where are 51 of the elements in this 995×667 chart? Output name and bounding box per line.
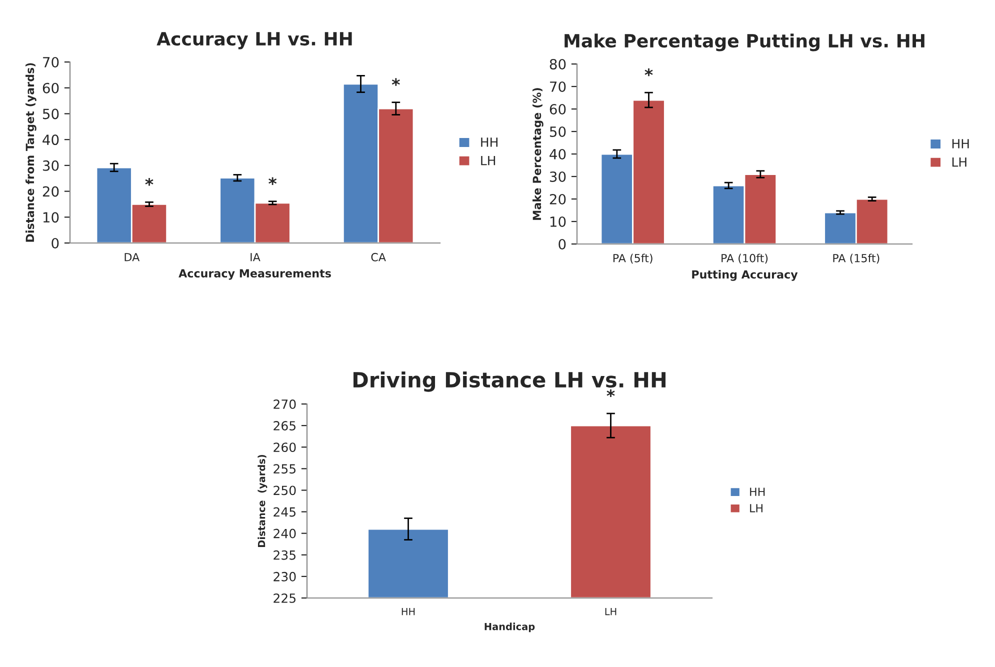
x-tick-label: PA (15ft) bbox=[833, 254, 880, 264]
annotation: * bbox=[268, 177, 277, 185]
y-tick-label: 10 bbox=[43, 212, 59, 223]
x-tick-label: CA bbox=[371, 252, 386, 262]
y-tick-label: 270 bbox=[274, 399, 296, 409]
y-tick-label: 80 bbox=[550, 58, 566, 70]
legend-label: LH bbox=[481, 156, 496, 166]
annotation: * bbox=[392, 78, 400, 86]
legend-label: HH bbox=[952, 139, 969, 148]
legend-label: HH bbox=[750, 488, 765, 496]
annotation: * bbox=[644, 68, 653, 76]
y-tick-label: 60 bbox=[42, 82, 59, 94]
x-axis-title: Handicap bbox=[484, 622, 535, 632]
x-tick-label: IA bbox=[250, 253, 260, 262]
y-tick-label: 40 bbox=[42, 134, 59, 146]
x-axis-title: Accuracy Measurements bbox=[178, 269, 331, 280]
y-tick-label: 30 bbox=[550, 171, 566, 182]
chart-title: Accuracy LH vs. HH bbox=[156, 32, 352, 50]
y-tick-label: 250 bbox=[274, 486, 296, 496]
x-tick-label: PA (10ft) bbox=[722, 254, 768, 264]
y-tick-label: 30 bbox=[42, 160, 59, 171]
legend-label: LH bbox=[750, 504, 762, 512]
y-tick-label: 240 bbox=[274, 528, 296, 538]
annotation: * bbox=[145, 178, 154, 186]
y-tick-label: 225 bbox=[274, 593, 296, 603]
y-tick-label: 245 bbox=[274, 507, 296, 517]
y-tick-label: 235 bbox=[274, 550, 296, 560]
y-tick-label: 255 bbox=[274, 464, 296, 474]
y-tick-label: 60 bbox=[550, 104, 566, 114]
y-axis-title: Distance from Target (yards) bbox=[26, 63, 36, 242]
y-tick-label: 50 bbox=[42, 108, 59, 120]
y-tick-label: 40 bbox=[550, 148, 566, 160]
y-axis-title: Distance (yards) bbox=[258, 454, 268, 547]
chart-title: Make Percentage Putting LH vs. HH bbox=[564, 34, 924, 52]
y-tick-label: 70 bbox=[43, 56, 59, 68]
y-tick-label: 230 bbox=[274, 572, 296, 582]
legend-label: LH bbox=[952, 158, 966, 167]
y-tick-label: 10 bbox=[550, 216, 566, 227]
x-tick-label: PA (5ft) bbox=[613, 254, 652, 264]
y-tick-label: 260 bbox=[274, 442, 296, 452]
x-tick-label: DA bbox=[124, 253, 140, 262]
x-axis-title: Putting Accuracy bbox=[692, 270, 798, 281]
y-tick-label: 50 bbox=[550, 126, 566, 137]
y-tick-label: 20 bbox=[42, 186, 59, 197]
y-tick-label: 0 bbox=[52, 238, 59, 248]
y-axis-title: Make Percentage (%) bbox=[532, 88, 544, 220]
y-tick-label: 0 bbox=[558, 238, 566, 250]
y-tick-label: 20 bbox=[550, 194, 566, 204]
y-tick-label: 265 bbox=[274, 421, 296, 430]
y-tick-label: 70 bbox=[550, 81, 566, 92]
legend-label: HH bbox=[481, 138, 498, 147]
